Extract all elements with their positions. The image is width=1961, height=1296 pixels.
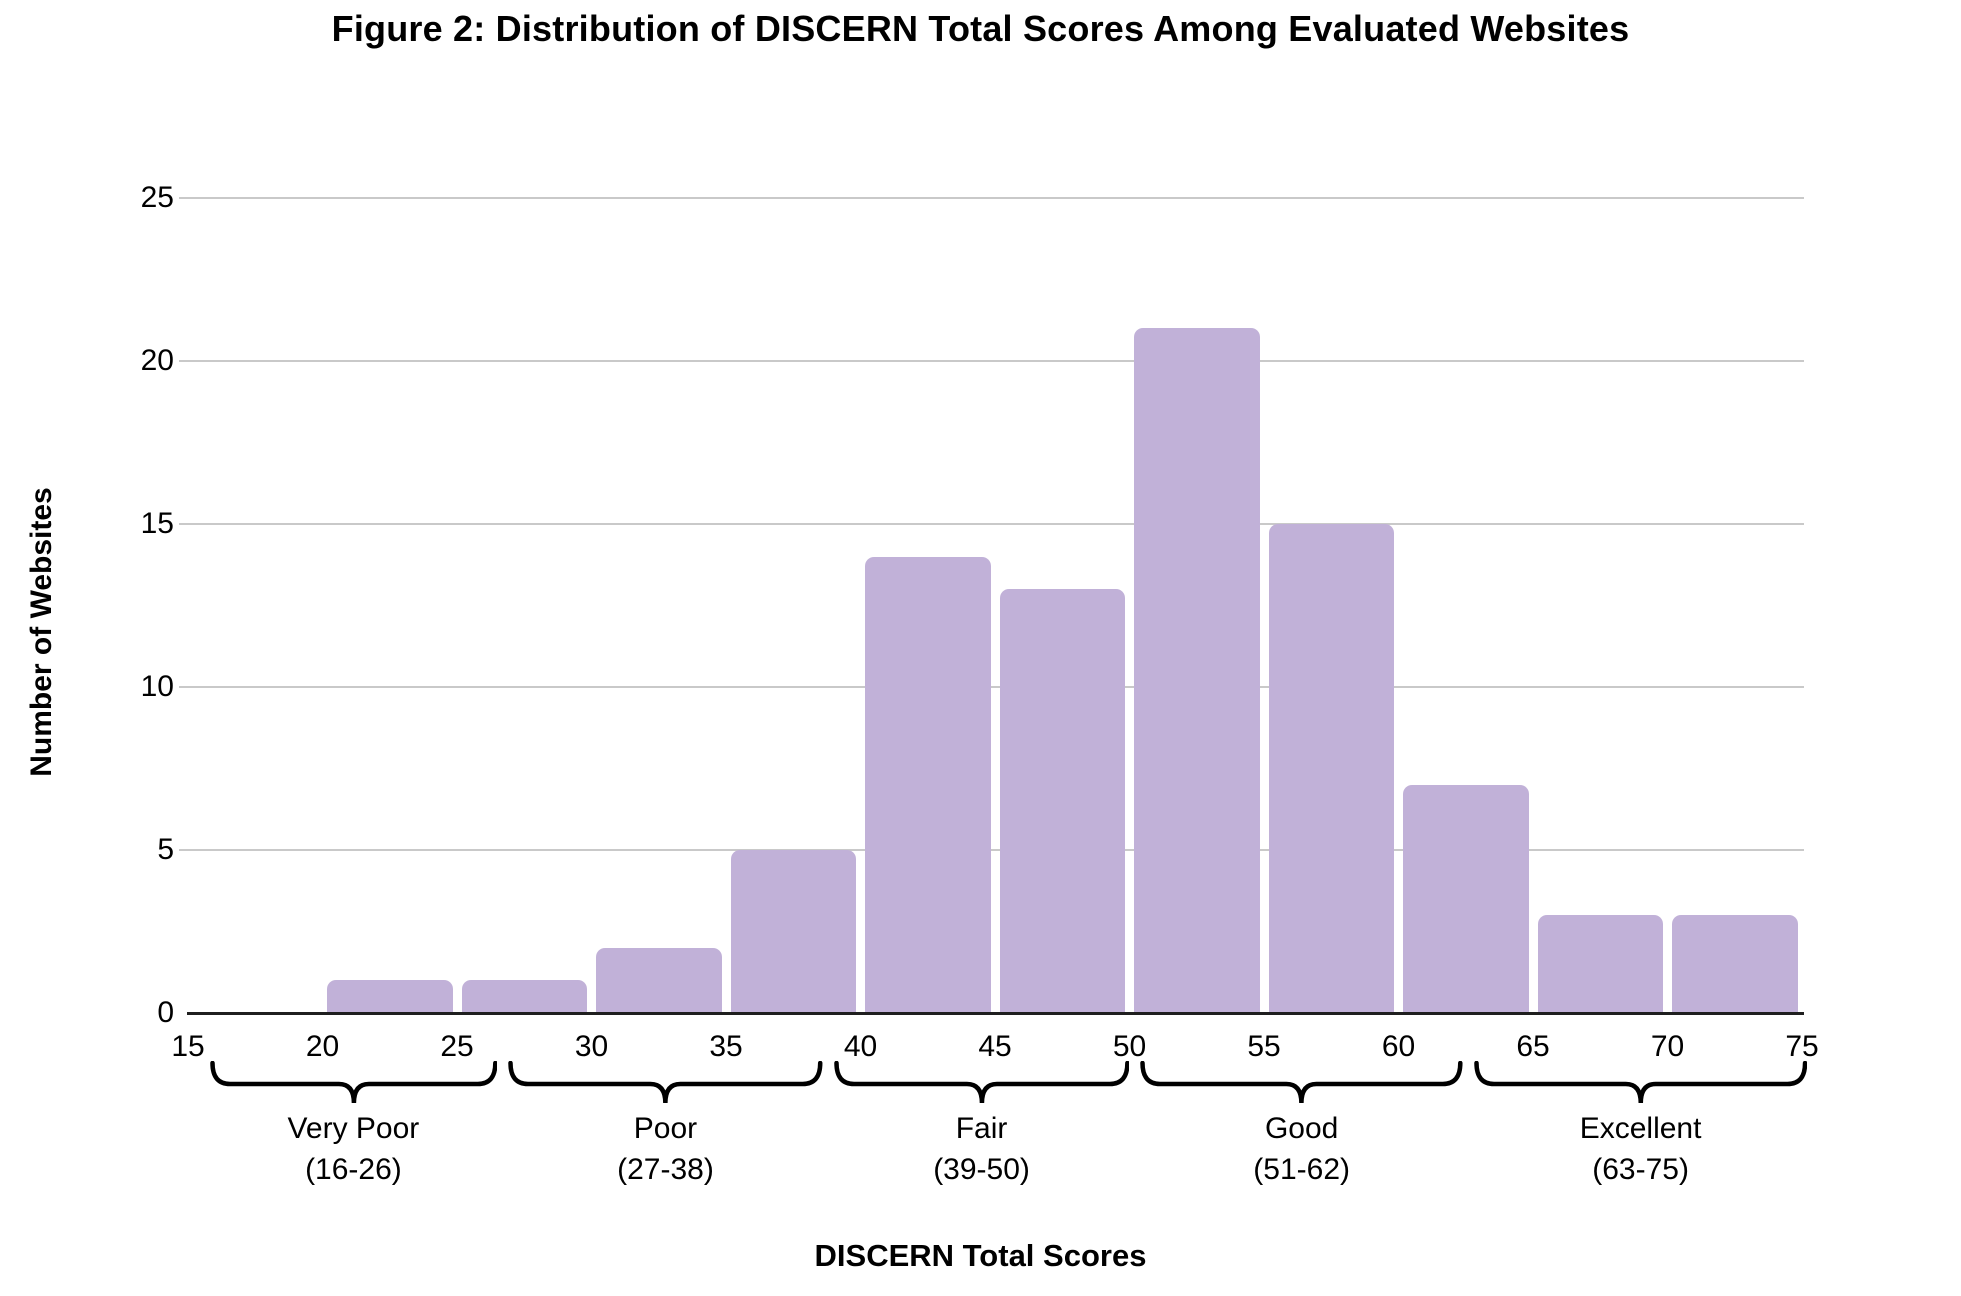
- x-tick-label-45: 45: [978, 1030, 1012, 1063]
- category-range: (63-75): [1592, 1153, 1689, 1186]
- y-tick-label-20: 20: [140, 344, 174, 377]
- gridline-y10: [179, 686, 1804, 688]
- gridline-y5: [179, 849, 1804, 851]
- bracket-good: [1140, 1061, 1463, 1104]
- bracket-very-poor: [209, 1061, 498, 1104]
- histogram-bar-20-25: [327, 980, 453, 1013]
- category-name: Excellent: [1579, 1112, 1702, 1145]
- x-axis-title: DISCERN Total Scores: [814, 1238, 1147, 1273]
- histogram-bar-40-45: [865, 556, 991, 1013]
- x-axis-line: [187, 1012, 1804, 1015]
- y-tick-label-5: 5: [157, 833, 174, 866]
- histogram-bar-35-40: [730, 850, 856, 1013]
- bracket-path: [1474, 1061, 1808, 1104]
- histogram-bar-30-35: [596, 947, 722, 1013]
- category-label-fair: Fair (39-50): [822, 1108, 1142, 1190]
- gridline-y25: [179, 197, 1804, 199]
- histogram-bar-70-75: [1672, 915, 1798, 1013]
- y-tick-label-25: 25: [140, 181, 174, 214]
- x-tick-label-55: 55: [1247, 1030, 1281, 1063]
- category-range: (16-26): [305, 1153, 402, 1186]
- x-tick-label-75: 75: [1785, 1030, 1819, 1063]
- category-name: Good: [1264, 1112, 1339, 1145]
- x-tick-label-20: 20: [305, 1030, 340, 1063]
- category-name: Very Poor: [287, 1112, 420, 1145]
- bracket-path: [1140, 1061, 1463, 1104]
- x-tick-label-60: 60: [1381, 1030, 1416, 1063]
- x-tick-label-40: 40: [843, 1030, 878, 1063]
- bracket-poor: [508, 1061, 823, 1104]
- histogram-bar-45-50: [999, 589, 1125, 1013]
- category-label-good: Good (51-62): [1142, 1108, 1462, 1190]
- histogram-bar-25-30: [461, 980, 587, 1013]
- x-tick-label-25: 25: [440, 1030, 474, 1063]
- category-label-very-poor: Very Poor (16-26): [193, 1108, 513, 1190]
- y-axis-title: Number of Websites: [25, 487, 58, 777]
- x-tick-label-15: 15: [171, 1030, 205, 1063]
- x-tick-label-70: 70: [1650, 1030, 1685, 1063]
- category-label-excellent: Excellent (63-75): [1481, 1108, 1801, 1190]
- category-name: Fair: [955, 1112, 1008, 1145]
- gridline-y20: [179, 360, 1804, 362]
- bracket-path: [209, 1061, 498, 1104]
- histogram-bar-65-70: [1537, 915, 1663, 1013]
- bracket-excellent: [1474, 1061, 1808, 1104]
- bracket-path: [508, 1061, 823, 1104]
- histogram-bar-60-65: [1403, 784, 1529, 1013]
- histogram-bar-55-60: [1268, 524, 1394, 1013]
- x-tick-label-65: 65: [1516, 1030, 1550, 1063]
- histogram-bar-50-55: [1134, 328, 1260, 1013]
- x-tick-label-50: 50: [1112, 1030, 1147, 1063]
- x-tick-label-30: 30: [574, 1030, 609, 1063]
- y-tick-label-0: 0: [157, 996, 174, 1029]
- bracket-path: [833, 1061, 1130, 1104]
- category-range: (27-38): [617, 1153, 714, 1186]
- x-tick-label-35: 35: [709, 1030, 743, 1063]
- category-range: (39-50): [933, 1153, 1030, 1186]
- gridline-y15: [179, 523, 1804, 525]
- category-name: Poor: [633, 1112, 698, 1145]
- y-tick-label-10: 10: [140, 670, 174, 703]
- bracket-fair: [833, 1061, 1130, 1104]
- figure-title: Figure 2: Distribution of DISCERN Total …: [331, 8, 1630, 49]
- y-tick-label-15: 15: [140, 507, 174, 540]
- category-label-poor: Poor (27-38): [505, 1108, 825, 1190]
- category-range: (51-62): [1253, 1153, 1351, 1186]
